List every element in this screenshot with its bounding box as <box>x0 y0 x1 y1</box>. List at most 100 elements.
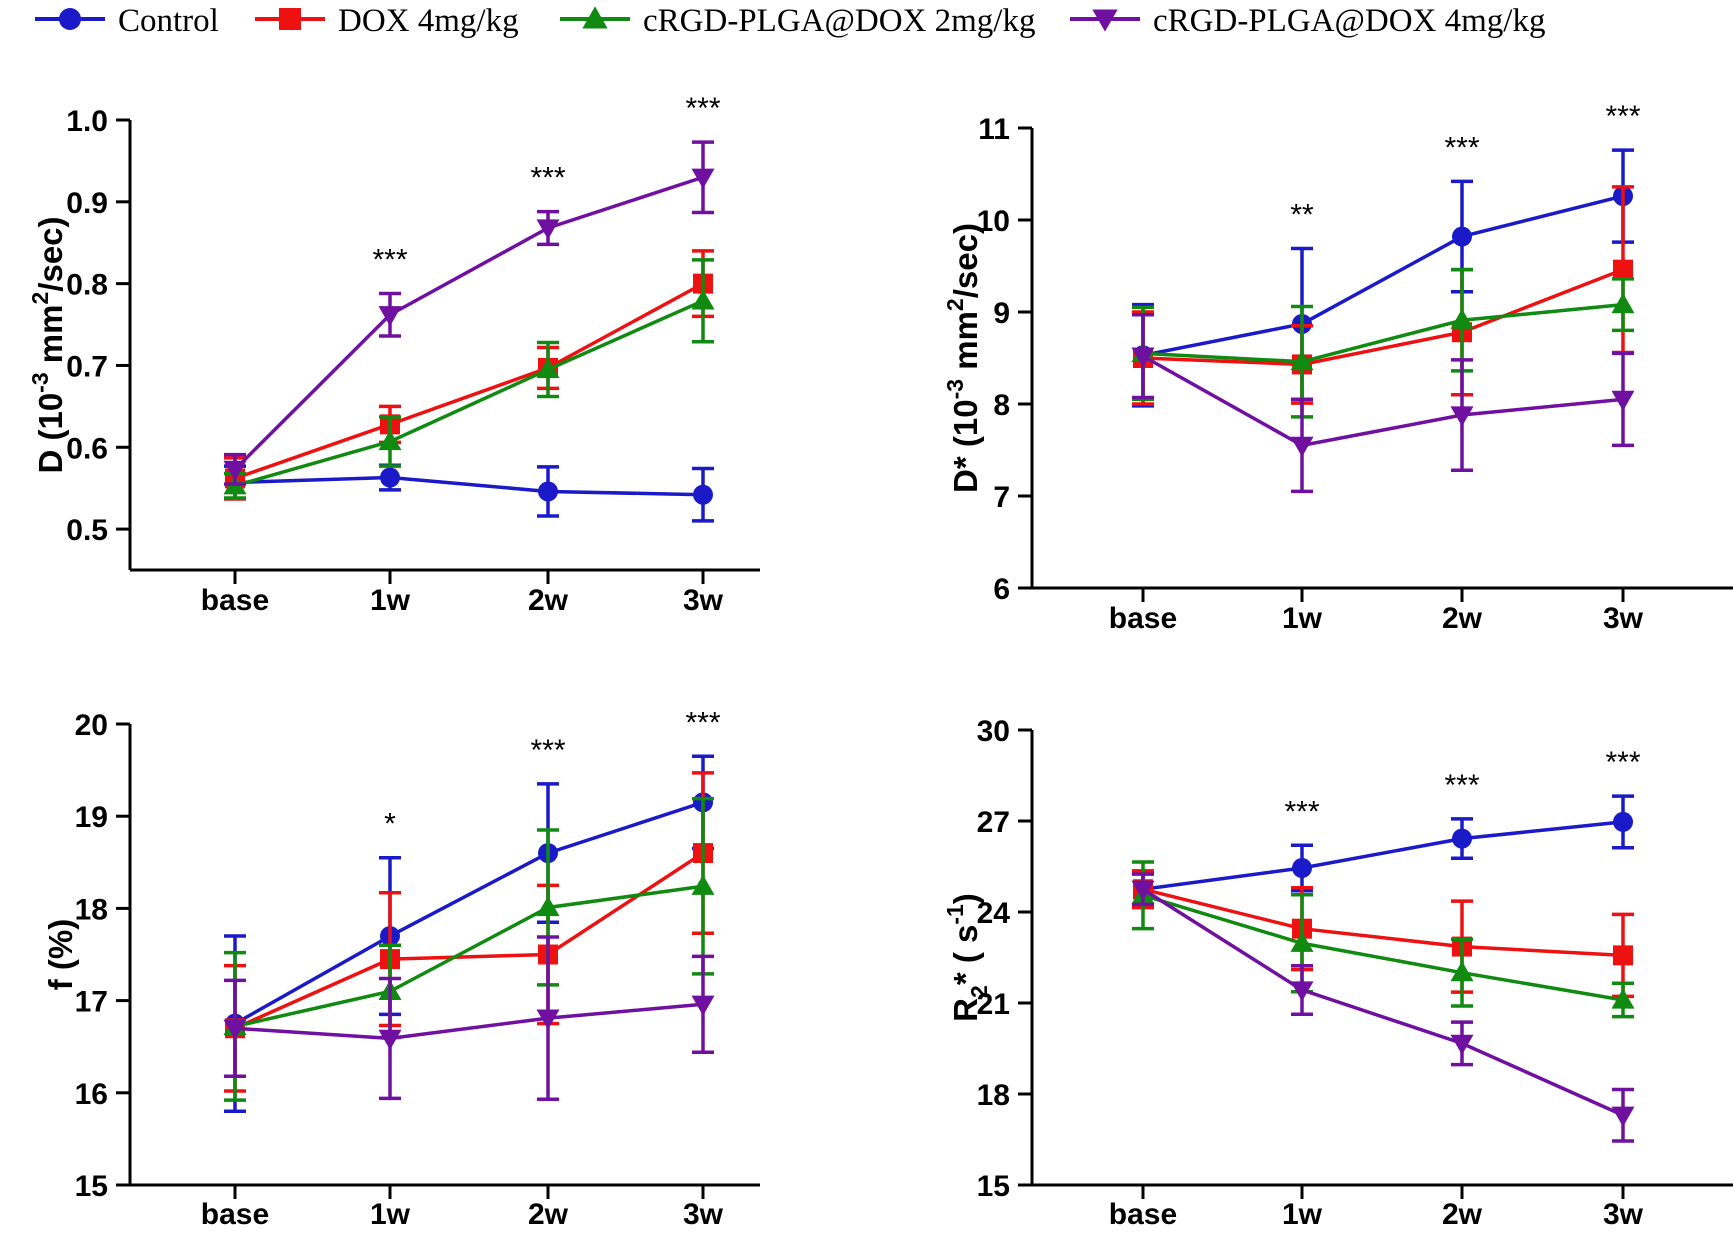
series-1 <box>224 463 714 523</box>
series-4 <box>223 935 715 1102</box>
data-point <box>1290 931 1314 952</box>
significance-marker: *** <box>372 243 407 276</box>
y-axis-label-part: * ( s <box>947 925 984 986</box>
data-point <box>1290 350 1314 371</box>
y-tick-label: 0.9 <box>66 187 108 220</box>
y-tick-label: 8 <box>993 389 1010 422</box>
series-line <box>234 1002 704 1041</box>
significance-marker: * <box>384 808 396 841</box>
y-tick-label: 27 <box>977 806 1010 839</box>
data-point <box>1611 988 1635 1009</box>
data-point <box>691 289 715 310</box>
data-point <box>536 219 560 240</box>
series-line <box>233 175 704 471</box>
y-tick-label: 7 <box>993 481 1010 514</box>
x-tick-label: base <box>1109 602 1177 635</box>
x-tick-label: 2w <box>1442 1198 1483 1231</box>
y-axis-label: R2* ( s-1) <box>942 893 992 1022</box>
x-tick-label: base <box>201 1198 269 1231</box>
data-point <box>538 481 558 502</box>
legend-marker-triangle-down <box>1092 9 1118 32</box>
data-point <box>1452 828 1472 849</box>
y-tick-label: 30 <box>977 715 1010 748</box>
data-point <box>1611 293 1635 314</box>
legend-label: cRGD-PLGA@DOX 4mg/kg <box>1153 3 1545 39</box>
y-tick-label: 6 <box>993 573 1010 606</box>
legend-item-3: cRGD-PLGA@DOX 2mg/kg <box>560 3 1035 39</box>
data-point <box>1450 1034 1474 1055</box>
data-point <box>1613 259 1633 280</box>
legend-marker-triangle-up <box>582 6 608 29</box>
significance-marker: *** <box>685 706 720 739</box>
data-point <box>1613 945 1633 966</box>
y-axis-label-part: f (%) <box>42 919 79 990</box>
legend-label: cRGD-PLGA@DOX 2mg/kg <box>643 3 1035 39</box>
significance-marker: *** <box>1605 100 1640 133</box>
series-line <box>1142 887 1624 958</box>
data-point <box>1450 308 1474 329</box>
legend: Control DOX 4mg/kg cRGD-PLGA@DOX 2mg/kg cRG… <box>35 3 1545 39</box>
y-tick-label: 1.0 <box>66 105 108 138</box>
y-axis-label-part: ) <box>947 893 984 904</box>
y-tick-label: 15 <box>75 1170 108 1203</box>
series-line <box>1142 354 1624 448</box>
series-line <box>234 800 704 1026</box>
data-point <box>1450 406 1474 427</box>
y-axis-label-part: -3 <box>27 372 53 392</box>
series-line <box>1142 887 1624 1117</box>
y-axis-label-part: 2 <box>27 292 53 305</box>
significance-marker: ** <box>1290 199 1314 232</box>
y-axis-label: D* (10-3 mm2/sec) <box>942 223 984 493</box>
panel-D: 0.5 0.6 0.7 0.8 0.9 1.0 base 1w 2w 3w D (10-3 mm2/… <box>27 92 760 617</box>
data-point <box>536 358 560 379</box>
y-axis-label-part: mm <box>32 305 69 373</box>
y-axis-label-part: /sec) <box>32 216 69 291</box>
y-axis-label-part: D* (10 <box>947 399 984 493</box>
series-line <box>234 884 704 1029</box>
series-4 <box>223 140 715 486</box>
y-tick-label: 0.6 <box>66 432 108 465</box>
x-tick-label: 1w <box>1282 1198 1323 1231</box>
series-line <box>1142 194 1624 357</box>
significance-marker: *** <box>1284 795 1319 828</box>
series-1 <box>1132 148 1634 408</box>
series-line <box>1142 302 1624 364</box>
data-point <box>1450 961 1474 982</box>
x-tick-label: base <box>201 584 269 617</box>
data-point <box>691 995 715 1016</box>
legend-label: DOX 4mg/kg <box>338 3 519 39</box>
y-tick-label: 19 <box>75 801 108 834</box>
significance-marker: *** <box>1605 746 1640 779</box>
significance-marker: *** <box>1444 769 1479 802</box>
x-tick-label: 3w <box>1603 602 1644 635</box>
legend-marker-circle <box>59 8 81 30</box>
y-tick-label: 0.7 <box>66 350 108 383</box>
data-point <box>1611 1106 1635 1127</box>
series-line <box>1142 893 1624 1002</box>
series-3 <box>223 796 715 1102</box>
y-axis-label-part: -1 <box>942 904 968 925</box>
y-tick-label: 0.8 <box>66 269 108 302</box>
series-1 <box>224 754 714 1113</box>
data-point <box>536 1009 560 1030</box>
series-2 <box>1132 869 1634 999</box>
series-2 <box>1132 185 1634 406</box>
significance-marker: *** <box>1444 131 1479 164</box>
data-point <box>1452 226 1472 247</box>
panel-R2star: 15 18 21 24 27 30 base 1w 2w 3w R2* ( s-1) *** *** **… <box>942 715 1733 1231</box>
data-point <box>691 168 715 189</box>
legend-marker-square <box>279 8 301 30</box>
x-tick-label: 2w <box>1442 602 1483 635</box>
series-line <box>1142 820 1624 891</box>
y-tick-label: 20 <box>75 709 108 742</box>
data-point <box>1290 981 1314 1002</box>
series-line <box>234 851 704 1030</box>
y-tick-label: 24 <box>977 897 1011 930</box>
legend-item-2: DOX 4mg/kg <box>255 3 519 39</box>
significance-marker: *** <box>685 92 720 125</box>
data-point <box>691 874 715 895</box>
